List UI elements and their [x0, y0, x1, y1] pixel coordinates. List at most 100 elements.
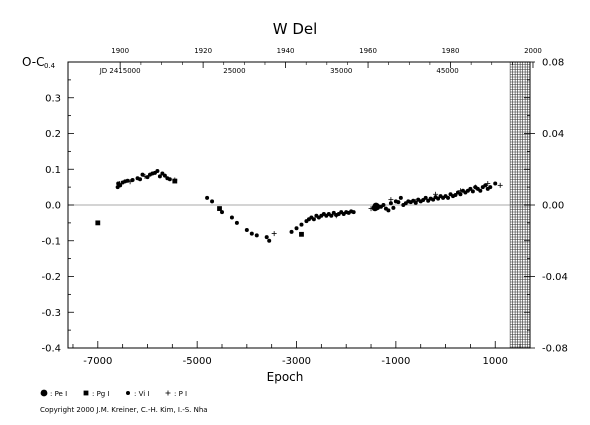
- data-point: [299, 222, 304, 227]
- x-tick-label: -3000: [282, 356, 311, 367]
- data-point: [142, 173, 148, 179]
- y-tick-label: -0.2: [41, 272, 61, 283]
- data-point: [229, 215, 234, 220]
- y-tick-label: -0.4: [41, 344, 61, 355]
- data-point: [485, 181, 491, 187]
- data-point: [431, 197, 436, 202]
- chart-title: W Del: [273, 20, 318, 38]
- data-point: [436, 196, 441, 201]
- data-point: [488, 185, 493, 190]
- top-year-label: 1940: [277, 47, 295, 55]
- right-y-tick-label: 0.08: [542, 58, 564, 69]
- data-point: [299, 231, 304, 237]
- data-point: [205, 195, 210, 200]
- legend-marker: [40, 389, 48, 397]
- data-point: [433, 191, 439, 197]
- y-tick-label: 0.0: [45, 201, 61, 212]
- data-point: [351, 210, 356, 215]
- data-point: [388, 201, 393, 206]
- data-point: [157, 174, 162, 179]
- data-point: [483, 183, 488, 188]
- data-point: [167, 177, 172, 182]
- right-y-tick-label: -0.04: [542, 272, 568, 283]
- series-pg-i: [95, 178, 304, 237]
- data-point: [95, 220, 101, 226]
- data-point: [220, 210, 224, 215]
- legend-marker: [83, 390, 89, 396]
- data-point: [172, 177, 178, 183]
- data-point: [470, 189, 475, 194]
- data-point: [138, 177, 143, 182]
- data-point: [267, 238, 272, 243]
- x-tick-label: -7000: [83, 356, 112, 367]
- data-point: [333, 213, 339, 219]
- data-point: [289, 229, 294, 234]
- legend-label: : Pe I: [50, 390, 67, 398]
- data-point: [254, 233, 259, 238]
- data-point: [217, 206, 222, 211]
- top-year-label: 1980: [442, 47, 460, 55]
- data-point: [396, 200, 401, 205]
- data-point: [249, 231, 254, 236]
- data-point: [478, 188, 483, 193]
- data-point: [311, 217, 316, 222]
- y-tick-label: 0.2: [45, 129, 61, 140]
- top-year-label: 2000: [524, 47, 542, 55]
- right-y-tick-label: 0.00: [542, 201, 564, 212]
- data-point: [244, 228, 249, 233]
- y-tick-label: -0.1: [41, 236, 61, 247]
- copyright: Copyright 2000 J.M. Kreiner, C.-H. Kim, …: [40, 406, 208, 414]
- data-point: [329, 213, 334, 218]
- data-point: [458, 192, 463, 197]
- jd-label: JD 2415000: [99, 67, 141, 75]
- data-point: [388, 197, 394, 203]
- series-vi-i: [115, 169, 498, 243]
- right-y-tick-label: -0.08: [542, 344, 568, 355]
- top-year-label: 1920: [194, 47, 212, 55]
- data-point: [446, 195, 451, 200]
- top-year-label: 1900: [111, 47, 129, 55]
- data-point: [162, 173, 167, 178]
- data-point: [497, 182, 503, 188]
- jd-label: 25000: [223, 67, 245, 75]
- data-point: [391, 205, 396, 210]
- y-axis-label: O-C: [22, 55, 45, 69]
- data-point: [453, 192, 458, 197]
- data-point: [117, 181, 123, 187]
- y-tick-label: -0.3: [41, 308, 61, 319]
- data-point: [140, 172, 145, 177]
- data-point: [371, 204, 379, 212]
- series-p-i: [117, 173, 503, 237]
- x-tick-label: -5000: [183, 356, 212, 367]
- x-tick-label: -1000: [381, 356, 410, 367]
- y-tick-label: 0.3: [45, 93, 61, 104]
- data-point: [457, 188, 463, 194]
- data-point: [155, 169, 160, 174]
- legend-marker: [165, 390, 171, 396]
- jd-label: 45000: [436, 67, 458, 75]
- data-point: [472, 184, 478, 190]
- data-point: [493, 181, 498, 186]
- data-point: [381, 203, 386, 207]
- data-point: [386, 208, 391, 213]
- right-y-tick-label: 0.04: [542, 129, 564, 140]
- data-point: [413, 198, 419, 204]
- y-top-label: 0.4: [44, 62, 56, 70]
- x-axis-label: Epoch: [267, 370, 304, 384]
- legend-label: : P I: [174, 390, 187, 398]
- legend-label: : Pg I: [92, 390, 110, 398]
- data-point: [423, 195, 428, 200]
- data-point: [234, 220, 239, 225]
- data-point: [264, 235, 269, 240]
- legend-label: : Vi I: [134, 390, 149, 398]
- data-point: [368, 206, 374, 212]
- data-point: [118, 183, 123, 188]
- legend-marker: [126, 391, 130, 395]
- series-pe-i: [371, 202, 381, 212]
- data-point: [130, 177, 135, 182]
- jd-label: 35000: [330, 67, 352, 75]
- data-point: [210, 199, 215, 204]
- data-point: [398, 195, 403, 200]
- data-point: [127, 179, 133, 185]
